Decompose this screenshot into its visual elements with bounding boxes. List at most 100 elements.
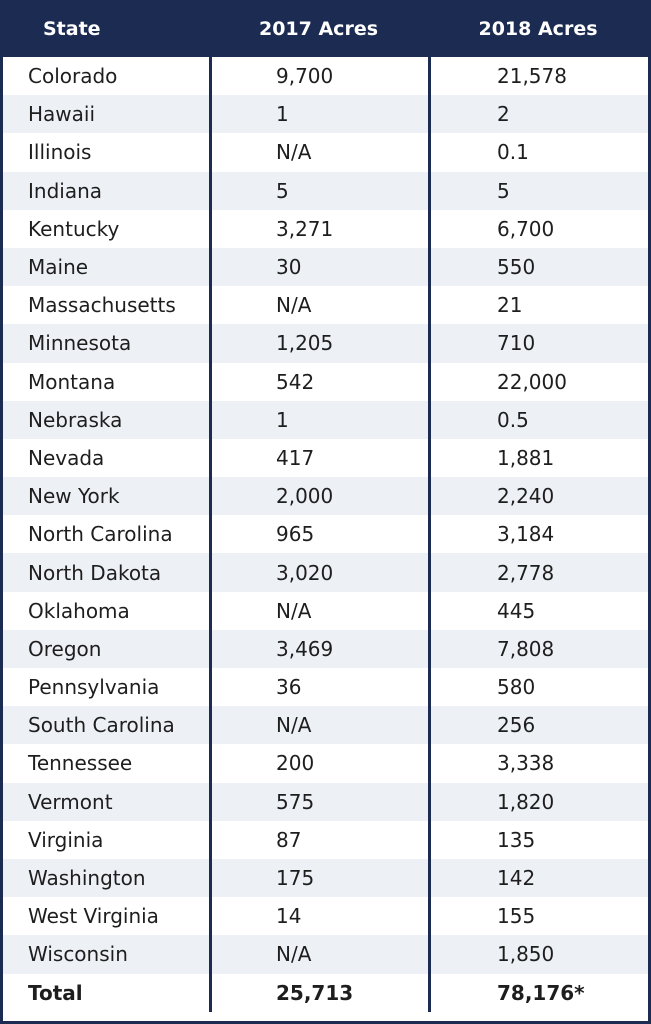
table-row: North Carolina 965 3,184 — [3, 515, 648, 554]
acres-2018-cell: 445 — [428, 591, 648, 630]
state-cell: Washington — [28, 866, 146, 891]
table-row: Massachusetts N/A 21 — [3, 286, 648, 325]
acres-2018-cell: 0.5 — [428, 400, 648, 439]
state-cell: Wisconsin — [28, 942, 128, 967]
table-row: Oregon 3,469 7,808 — [3, 629, 648, 668]
table-row: Pennsylvania 36 580 — [3, 668, 648, 707]
acres-2017-cell: 965 — [209, 515, 428, 554]
table-row: Minnesota 1,205 710 — [3, 324, 648, 363]
table-row: Maine 30 550 — [3, 247, 648, 287]
acres-2018-cell: 1,820 — [428, 782, 648, 821]
state-cell: Oklahoma — [28, 598, 130, 623]
acres-2017-cell: 3,271 — [209, 209, 428, 248]
acres-2017-cell: 3,469 — [209, 629, 428, 668]
acres-2018-cell: 0.1 — [428, 133, 648, 172]
acres-2017-cell: 14 — [209, 897, 428, 936]
acres-2017-cell: 542 — [209, 362, 428, 401]
acres-2018-cell: 3,184 — [428, 515, 648, 554]
table-row: Hawaii 1 2 — [3, 95, 648, 134]
acres-2018-cell: 3,338 — [428, 744, 648, 783]
table-row: South Carolina N/A 256 — [3, 706, 648, 745]
state-cell: Minnesota — [28, 331, 132, 356]
acres-2018-cell: 7,808 — [428, 629, 648, 668]
state-cell: Vermont — [28, 789, 113, 814]
acres-2017-cell: 9,700 — [209, 57, 428, 96]
acres-2018-cell: 256 — [428, 706, 648, 745]
table-row: Virginia 87 135 — [3, 820, 648, 859]
table-header-row: State 2017 Acres 2018 Acres — [3, 0, 648, 57]
acres-2018-cell: 1,850 — [428, 935, 648, 974]
acres-2017-cell: N/A — [209, 286, 428, 325]
state-cell: New York — [28, 484, 120, 509]
acres-2017-cell: N/A — [209, 935, 428, 974]
acres-2017-cell: 30 — [209, 247, 428, 287]
total-2018: 78,176* — [428, 973, 648, 1012]
acres-2017-cell: 87 — [209, 820, 428, 859]
acres-2017-cell: 175 — [209, 858, 428, 898]
acres-2018-cell: 550 — [428, 247, 648, 287]
table-row: Illinois N/A 0.1 — [3, 133, 648, 172]
table-body: Colorado 9,700 21,578 Hawaii 1 2 Illinois N/A 0.… — [3, 57, 648, 1012]
acres-2018-cell: 22,000 — [428, 362, 648, 401]
state-cell: Maine — [28, 255, 89, 280]
table-row: New York 2,000 2,240 — [3, 477, 648, 516]
acres-2018-cell: 142 — [428, 858, 648, 898]
table-row: Kentucky 3,271 6,700 — [3, 209, 648, 248]
state-cell: Montana — [28, 369, 116, 394]
table-total-row: Total 25,713 78,176* — [3, 973, 648, 1012]
state-cell: South Carolina — [28, 713, 175, 738]
table-row: Colorado 9,700 21,578 — [3, 57, 648, 96]
acres-2018-cell: 1,881 — [428, 438, 648, 478]
acres-2017-cell: 1,205 — [209, 324, 428, 363]
state-cell: Hawaii — [28, 102, 96, 127]
acres-2017-cell: 5 — [209, 171, 428, 210]
state-cell: Nevada — [28, 445, 105, 470]
table-row: North Dakota 3,020 2,778 — [3, 553, 648, 592]
state-cell: Pennsylvania — [28, 675, 160, 700]
state-cell: West Virginia — [28, 904, 159, 929]
table-row: Oklahoma N/A 445 — [3, 591, 648, 630]
state-cell: Oregon — [28, 636, 102, 661]
acres-2018-cell: 2,778 — [428, 553, 648, 592]
state-cell: Kentucky — [28, 216, 120, 241]
acres-2017-cell: 1 — [209, 95, 428, 134]
table-row: Washington 175 142 — [3, 858, 648, 898]
state-cell: Indiana — [28, 178, 103, 203]
state-cell: Illinois — [28, 140, 92, 165]
state-cell: Virginia — [28, 827, 104, 852]
acres-2017-cell: 3,020 — [209, 553, 428, 592]
acres-2017-cell: 417 — [209, 438, 428, 478]
total-2017: 25,713 — [209, 973, 428, 1012]
table-row: Wisconsin N/A 1,850 — [3, 935, 648, 974]
acres-2018-cell: 580 — [428, 668, 648, 707]
header-2018-acres: 2018 Acres — [478, 17, 598, 40]
acres-2017-cell: 36 — [209, 668, 428, 707]
header-2017-acres: 2017 Acres — [258, 17, 379, 40]
table-row: Tennessee 200 3,338 — [3, 744, 648, 783]
table-row: Indiana 5 5 — [3, 171, 648, 210]
acres-2018-cell: 21,578 — [428, 57, 648, 96]
acres-2018-cell: 135 — [428, 820, 648, 859]
acres-2018-cell: 6,700 — [428, 209, 648, 248]
table-row: Montana 542 22,000 — [3, 362, 648, 401]
state-cell: Massachusetts — [28, 293, 176, 318]
table-row: Nevada 417 1,881 — [3, 438, 648, 478]
state-cell: Nebraska — [28, 407, 123, 432]
acres-2018-cell: 21 — [428, 286, 648, 325]
table-row: Vermont 575 1,820 — [3, 782, 648, 821]
acres-2017-cell: N/A — [209, 133, 428, 172]
acres-2018-cell: 5 — [428, 171, 648, 210]
acres-2017-cell: N/A — [209, 706, 428, 745]
acres-2017-cell: 200 — [209, 744, 428, 783]
acres-2018-cell: 710 — [428, 324, 648, 363]
state-cell: Colorado — [28, 64, 118, 89]
table-row: West Virginia 14 155 — [3, 897, 648, 936]
acres-2017-cell: 2,000 — [209, 477, 428, 516]
header-state: State — [43, 17, 101, 40]
acres-2018-cell: 155 — [428, 897, 648, 936]
acres-2018-cell: 2,240 — [428, 477, 648, 516]
state-cell: North Dakota — [28, 560, 162, 585]
state-cell: North Carolina — [28, 522, 173, 547]
table-row: Nebraska 1 0.5 — [3, 400, 648, 439]
